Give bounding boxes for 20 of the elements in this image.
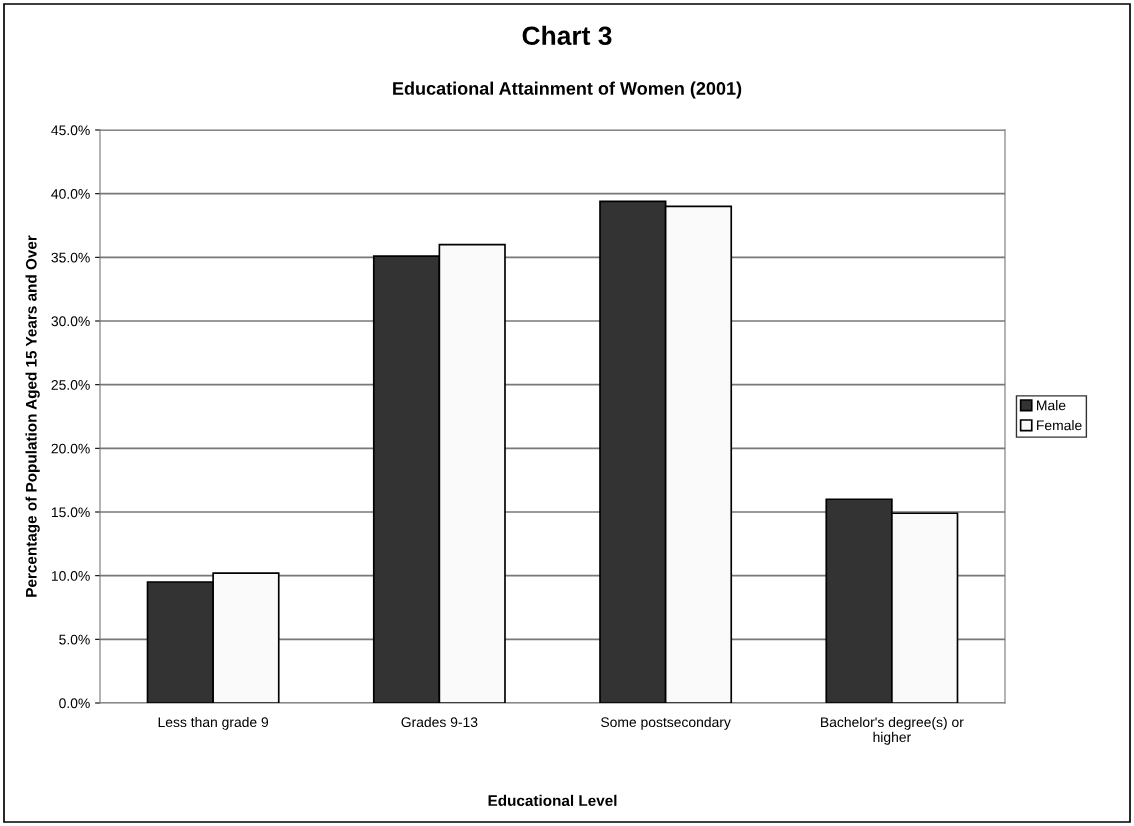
x-tick-label: Some postsecondary [601,716,731,730]
x-tick-label: Grades 9-13 [401,716,478,728]
x-tick-label: Less than grade 9 [158,716,269,730]
y-axis-title: Percentage of Population Aged 15 Years and Over [25,235,40,597]
y-tick-label: 35.0% [51,252,90,263]
x-axis-title: Educational Level [488,794,617,807]
y-tick-label: 20.0% [51,443,90,454]
y-tick-label: 25.0% [51,380,90,390]
y-tick-label: 15.0% [51,507,90,518]
y-tick-label: 5.0% [59,634,90,645]
y-tick-label: 30.0% [51,316,90,327]
chart-subtitle: Educational Attainment of Women (2001) [393,81,742,99]
legend-label: Male [1037,400,1066,411]
y-tick-label: 40.0% [51,189,90,199]
y-tick-label: 10.0% [51,571,90,581]
chart-title: Chart 3 [522,25,612,46]
y-tick-label: 45.0% [51,125,90,136]
legend-label: Female [1037,420,1082,431]
y-tick-label: 0.0% [59,698,90,709]
x-tick-label: Bachelor's degree(s) or higher [821,716,964,745]
